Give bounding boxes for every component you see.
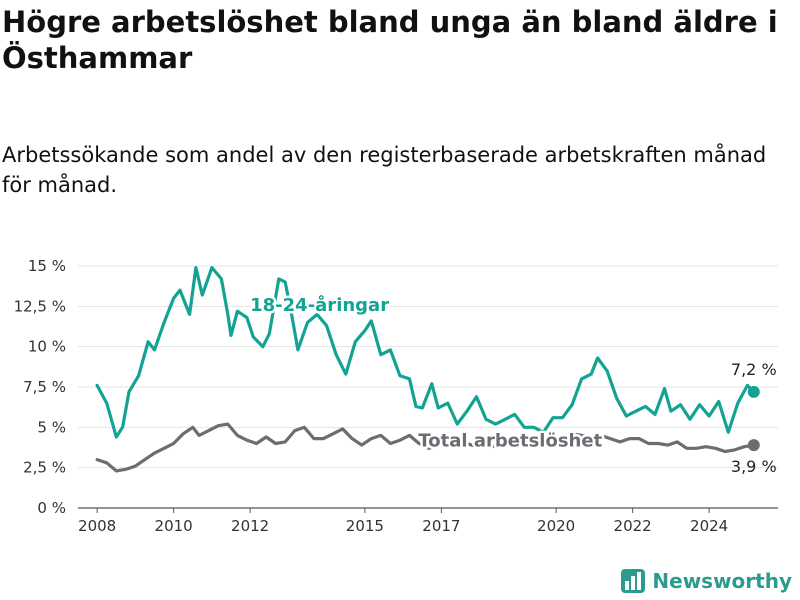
x-tick-label: 2020: [537, 517, 575, 535]
x-tick-label: 2024: [690, 517, 728, 535]
y-tick-label: 7,5 %: [23, 378, 66, 396]
x-tick-label: 2015: [346, 517, 384, 535]
series-label: 18-24-åringar: [250, 294, 389, 316]
chart-title: Högre arbetslöshet bland unga än bland ä…: [2, 5, 778, 75]
chart-subtitle: Arbetssökande som andel av den registerb…: [2, 143, 767, 197]
y-tick-label: 15 %: [28, 257, 66, 275]
x-tick-label: 2022: [614, 517, 652, 535]
brand-name: Newsworthy: [652, 569, 792, 593]
x-tick-label: 2012: [231, 517, 269, 535]
end-value-label: 3,9 %: [731, 457, 777, 476]
y-tick-label: 5 %: [37, 418, 66, 436]
series-end-point: [747, 439, 760, 452]
x-tick-label: 2010: [155, 517, 193, 535]
y-tick-label: 2,5 %: [23, 459, 66, 477]
y-tick-label: 0 %: [37, 499, 66, 517]
y-tick-label: 10 %: [28, 338, 66, 356]
y-axis: 0 % 2,5 % 5 % 7,5 % 10 % 12,5 % 15 %: [14, 257, 66, 517]
series-line-0: [95, 266, 756, 439]
grid-lines: [78, 265, 778, 509]
brand-logo: Newsworthy: [620, 568, 792, 594]
x-tick-label: 2008: [78, 517, 116, 535]
series-layer: 3,9 % 7,2 % 18-24-åringar Total arbetslöshe…: [95, 266, 777, 476]
series-line-1: [95, 422, 756, 473]
x-axis: 2008 2010 2012 2015 2017 2020 2022 2024: [78, 508, 728, 535]
series-end-point: [747, 385, 760, 398]
y-tick-label: 12,5 %: [14, 297, 66, 315]
end-value-label: 7,2 %: [731, 360, 777, 379]
bar-chart-logo-icon: [621, 569, 646, 593]
x-tick-label: 2017: [422, 517, 460, 535]
series-label: Total arbetslöshet: [418, 431, 602, 452]
